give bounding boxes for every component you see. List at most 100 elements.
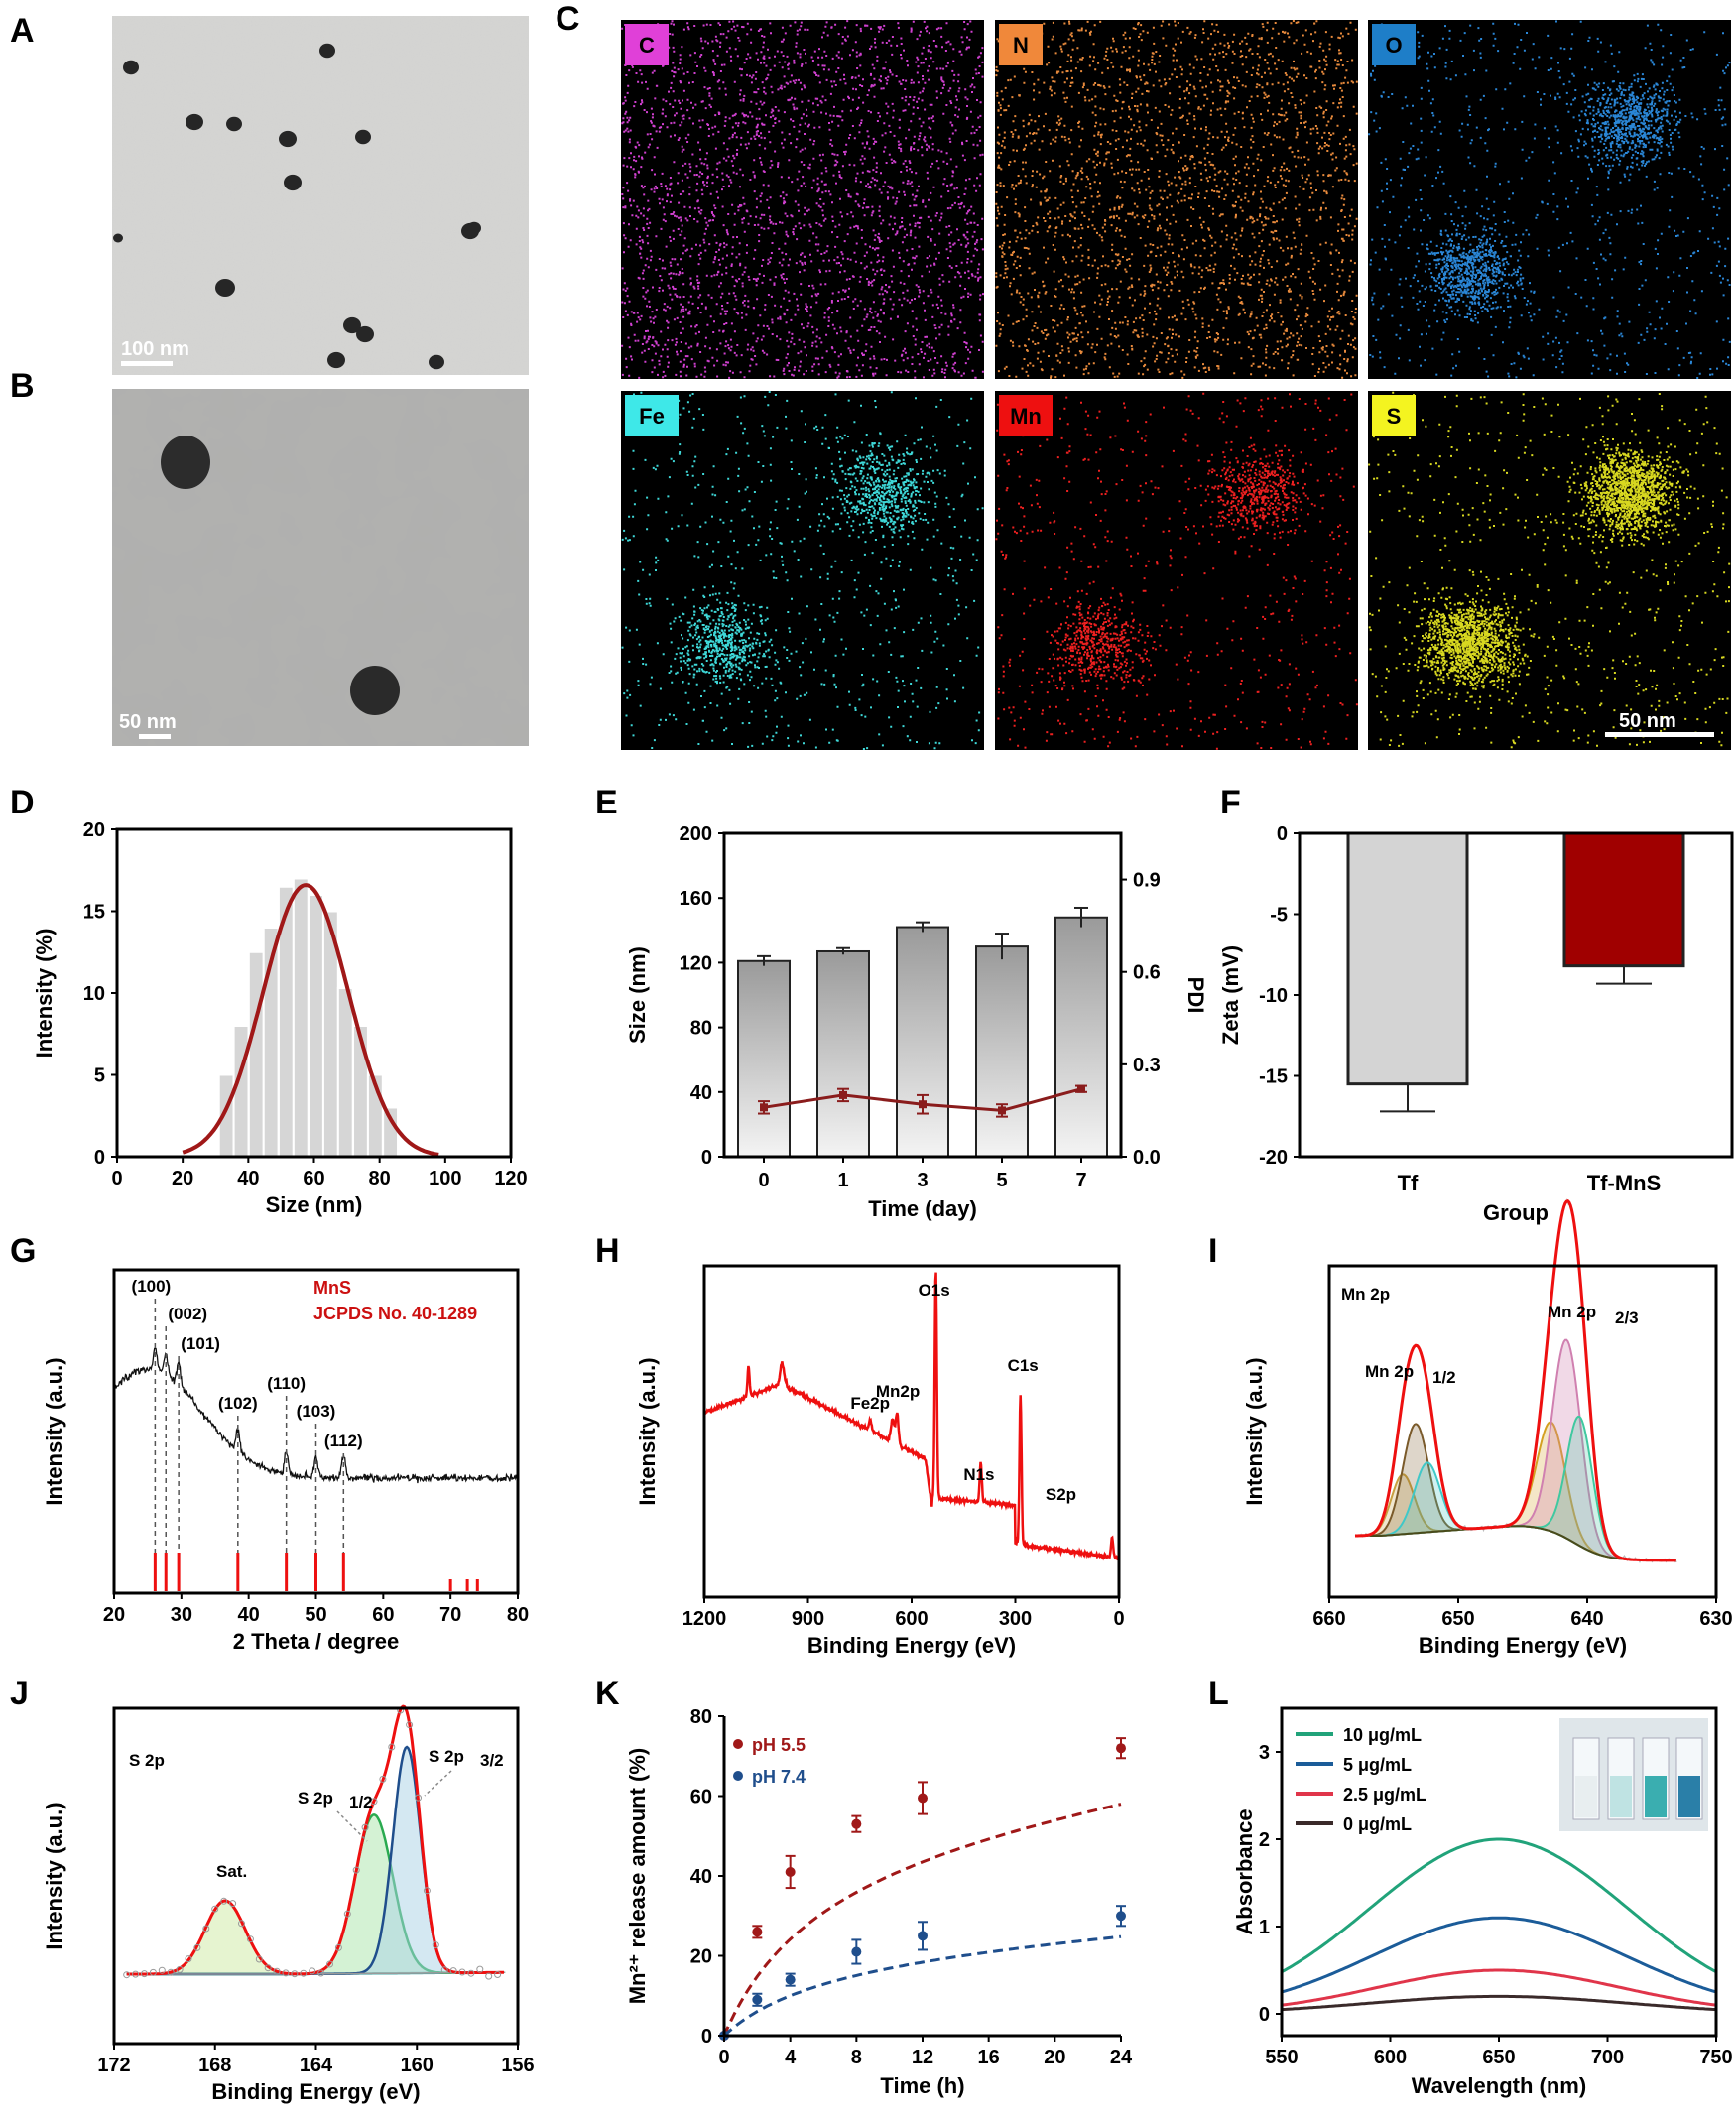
raw-data-point xyxy=(467,1969,475,1977)
peak-label: (110) xyxy=(267,1374,306,1393)
release-point xyxy=(752,1994,763,2005)
raw-data-point xyxy=(334,1943,342,1951)
map-label-c: C xyxy=(639,33,655,58)
cuvette-liquid xyxy=(1678,1776,1700,1817)
tem-particle xyxy=(467,221,481,235)
envelope-fit xyxy=(1355,1199,1676,1562)
raw-data-point xyxy=(158,1966,166,1974)
x-tick-label: 168 xyxy=(198,2055,231,2076)
x-tick-label: 3 xyxy=(917,1170,928,1191)
zeta-bar-tf xyxy=(1346,831,1469,1086)
x-tick-label: 120 xyxy=(494,1168,527,1189)
panel-label-k: K xyxy=(595,1675,620,1712)
y-axis-label: Intensity (a.u.) xyxy=(42,1357,66,1505)
raw-data-point xyxy=(449,1967,457,1975)
map-label-s: S xyxy=(1387,404,1402,429)
release-fit-0 xyxy=(722,1803,1122,2037)
x-tick-label: 172 xyxy=(97,2055,130,2076)
map-signal xyxy=(1368,20,1731,379)
annotation-arrow xyxy=(424,1770,452,1797)
fit-component-fill xyxy=(1355,1474,1677,1560)
map-label-fe: Fe xyxy=(639,404,665,429)
raw-data-point xyxy=(238,1920,245,1928)
tem-particle xyxy=(113,233,123,243)
y-axis-label: Intensity (%) xyxy=(32,929,57,1059)
x-tick-label: 156 xyxy=(501,2055,534,2076)
raw-data-point xyxy=(211,1905,219,1913)
peak-label: Sat. xyxy=(216,1862,247,1881)
legend-reference: JCPDS No. 40-1289 xyxy=(313,1304,477,1323)
chart-k: pH 5.5 pH 7.4 0 4 8 12 16 20 24 0 20 40 60 80 Time (h)… xyxy=(625,1706,1133,2098)
element-map-n: N xyxy=(995,20,1358,379)
raw-data-point xyxy=(352,1866,360,1874)
size-bar-7 xyxy=(1054,916,1108,1159)
map-label-box xyxy=(625,24,669,65)
map-background xyxy=(621,391,984,750)
y-tick-label: 0 xyxy=(94,1147,105,1169)
raw-data-point xyxy=(193,1943,201,1951)
x-tick-label: 40 xyxy=(238,1604,260,1626)
peak-label: N1s xyxy=(963,1465,994,1484)
panel-label-h: H xyxy=(595,1232,620,1270)
x-tick-label: 20 xyxy=(172,1168,193,1189)
y-tick-label: 160 xyxy=(680,888,712,910)
x-tick-label: 600 xyxy=(895,1608,928,1630)
y-tick-label: 3 xyxy=(1259,1742,1270,1764)
y-tick-label: 80 xyxy=(690,1706,712,1728)
peak-label: C1s xyxy=(1008,1356,1039,1375)
y2-tick-label: 0.0 xyxy=(1133,1147,1161,1169)
tem-particle xyxy=(356,325,374,343)
fit-component-2 xyxy=(126,1745,504,1976)
fit-component-0 xyxy=(126,1899,504,1976)
x-tick-label: 100 xyxy=(429,1168,461,1189)
tem-particle xyxy=(279,130,297,148)
y-tick-label: 2 xyxy=(1259,1829,1270,1851)
map-label-box xyxy=(999,24,1043,65)
map-background xyxy=(1368,391,1731,750)
y-tick-label: -5 xyxy=(1270,905,1288,927)
map-signal xyxy=(1368,391,1731,749)
tem-particle xyxy=(284,174,302,191)
tem-particle xyxy=(186,113,203,131)
tem-particle xyxy=(343,316,361,334)
scale-bar-label-c: 50 nm xyxy=(1619,710,1676,732)
x-tick-label: 20 xyxy=(103,1604,125,1626)
raw-data-point xyxy=(476,1965,484,1973)
y-axis-label: Size (nm) xyxy=(625,946,650,1044)
x-tick-label: 5 xyxy=(996,1170,1007,1191)
x-axis-label: Time (day) xyxy=(868,1196,977,1221)
raw-data-point xyxy=(246,1935,254,1943)
survey-spectrum xyxy=(702,1272,1121,1561)
panel-label-e: E xyxy=(595,784,618,821)
raw-data-point xyxy=(167,1968,175,1976)
tem-particle xyxy=(226,116,242,132)
map-signal xyxy=(621,20,984,379)
raw-data-point xyxy=(176,1965,184,1973)
y-tick-label: 120 xyxy=(680,952,712,974)
legend-label-0: 10 μg/mL xyxy=(1343,1725,1422,1745)
y-tick-label: 20 xyxy=(690,1946,712,1968)
tem-particle xyxy=(429,354,444,370)
map-label-mn: Mn xyxy=(1010,404,1042,429)
raw-data-point xyxy=(132,1970,140,1978)
raw-data-point xyxy=(406,1721,414,1729)
chart-d: 0 20 40 60 80 100 120 0 5 10 15 20 Size (nm) Intensit… xyxy=(32,819,528,1217)
peak-label: S 2p xyxy=(429,1747,464,1766)
y-tick-label: 40 xyxy=(690,1866,712,1888)
panel-label-j: J xyxy=(10,1675,29,1712)
y2-tick-label: 0.3 xyxy=(1133,1055,1161,1076)
pdi-point xyxy=(760,1103,768,1112)
map-background xyxy=(995,20,1358,379)
raw-data-point xyxy=(229,1900,237,1908)
cuvette-liquid xyxy=(1575,1776,1597,1817)
x-axis-label: 2 Theta / degree xyxy=(233,1629,400,1654)
x-tick-label: 4 xyxy=(785,2047,797,2068)
legend-title: MnS xyxy=(313,1278,351,1298)
release-point xyxy=(851,1818,862,1829)
legend-marker xyxy=(733,1771,743,1781)
release-fit-1 xyxy=(722,1934,1122,2038)
y-tick-label: 60 xyxy=(690,1787,712,1808)
tem-particles-a xyxy=(113,43,481,370)
